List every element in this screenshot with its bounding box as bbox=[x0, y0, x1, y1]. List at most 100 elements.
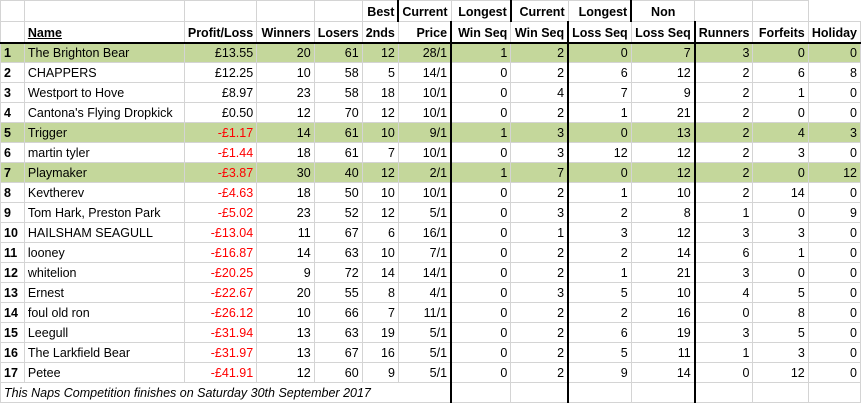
non-runners-cell: 2 bbox=[693, 82, 754, 103]
name-cell: Petee bbox=[23, 362, 185, 383]
longest-loss-seq-cell: 21 bbox=[630, 102, 696, 123]
best-price-cell: 16/1 bbox=[397, 222, 452, 243]
losers-cell: 55 bbox=[313, 282, 363, 303]
current-win-seq-cell: 0 bbox=[450, 82, 512, 103]
current-loss-seq-cell: 2 bbox=[567, 242, 632, 263]
best-price-cell: 10/1 bbox=[397, 142, 452, 163]
longest-loss-seq-cell: 14 bbox=[630, 362, 696, 383]
longest-win-seq-cell: 3 bbox=[510, 282, 569, 303]
name-cell: Cantona's Flying Dropkick bbox=[23, 102, 185, 123]
name-cell: CHAPPERS bbox=[23, 62, 185, 83]
header-non-runners-2: Runners bbox=[693, 21, 754, 44]
winners-cell: 18 bbox=[256, 142, 315, 163]
longest-win-seq-cell: 3 bbox=[510, 142, 569, 163]
forfeits-cell: 0 bbox=[752, 162, 809, 183]
non-runners-cell: 1 bbox=[693, 342, 754, 363]
rank-cell: 10 bbox=[0, 222, 25, 243]
non-runners-cell: 1 bbox=[693, 202, 754, 223]
header-forfeits: Forfeits bbox=[752, 21, 809, 44]
best-price-cell: 10/1 bbox=[397, 102, 452, 123]
seconds-cell: 10 bbox=[361, 122, 399, 143]
table-row: 1 The Brighton Bear £13.55 20 61 12 28/1 1 2 0 7 3 0… bbox=[0, 42, 861, 63]
rank-cell: 4 bbox=[0, 102, 25, 123]
table-row: 14 foul old ron -£26.12 10 66 7 11/1 0 2 2 16 0 8 0 bbox=[0, 302, 861, 323]
forfeits-cell: 6 bbox=[752, 62, 809, 83]
header-profit-loss: Profit/Loss bbox=[183, 21, 258, 44]
holiday-cell: 0 bbox=[807, 362, 861, 383]
holiday-cell: 0 bbox=[807, 142, 861, 163]
holiday-cell: 0 bbox=[807, 262, 861, 283]
current-win-seq-cell: 0 bbox=[450, 362, 512, 383]
longest-win-seq-cell: 2 bbox=[510, 102, 569, 123]
best-price-cell: 5/1 bbox=[397, 362, 452, 383]
table-row: 2 CHAPPERS £12.25 10 58 5 14/1 0 2 6 12 2 6 8 bbox=[0, 62, 861, 83]
current-loss-seq-cell: 0 bbox=[567, 42, 632, 63]
longest-win-seq-cell: 4 bbox=[510, 82, 569, 103]
holiday-cell: 0 bbox=[807, 242, 861, 263]
profit-loss-cell: -£3.87 bbox=[183, 162, 258, 183]
name-cell: The Larkfield Bear bbox=[23, 342, 185, 363]
best-price-cell: 5/1 bbox=[397, 322, 452, 343]
current-loss-seq-cell: 2 bbox=[567, 302, 632, 323]
losers-cell: 61 bbox=[313, 142, 363, 163]
longest-win-seq-cell: 2 bbox=[510, 342, 569, 363]
forfeits-cell: 12 bbox=[752, 362, 809, 383]
current-loss-seq-cell: 7 bbox=[567, 82, 632, 103]
name-cell: The Brighton Bear bbox=[23, 42, 185, 63]
header-best-price-2: Price bbox=[397, 21, 452, 44]
holiday-cell: 3 bbox=[807, 122, 861, 143]
table-row: 5 Trigger -£1.17 14 61 10 9/1 1 3 0 13 2 4 3 bbox=[0, 122, 861, 143]
longest-win-seq-cell: 2 bbox=[510, 62, 569, 83]
current-win-seq-cell: 0 bbox=[450, 262, 512, 283]
profit-loss-cell: -£16.87 bbox=[183, 242, 258, 263]
losers-cell: 67 bbox=[313, 342, 363, 363]
header-cell bbox=[23, 0, 185, 22]
longest-win-seq-cell: 7 bbox=[510, 162, 569, 183]
table-row: 16 The Larkfield Bear -£31.97 13 67 16 5/1 0 2 5 1… bbox=[0, 342, 861, 363]
winners-cell: 30 bbox=[256, 162, 315, 183]
current-win-seq-cell: 0 bbox=[450, 242, 512, 263]
losers-cell: 60 bbox=[313, 362, 363, 383]
seconds-cell: 18 bbox=[361, 82, 399, 103]
holiday-cell: 0 bbox=[807, 302, 861, 323]
longest-loss-seq-cell: 10 bbox=[630, 282, 696, 303]
profit-loss-cell: -£1.17 bbox=[183, 122, 258, 143]
seconds-cell: 8 bbox=[361, 282, 399, 303]
rank-cell: 14 bbox=[0, 302, 25, 323]
best-price-cell: 11/1 bbox=[397, 302, 452, 323]
name-cell: Leegull bbox=[23, 322, 185, 343]
winners-cell: 13 bbox=[256, 322, 315, 343]
winners-cell: 12 bbox=[256, 102, 315, 123]
non-runners-cell: 3 bbox=[693, 222, 754, 243]
holiday-cell: 0 bbox=[807, 282, 861, 303]
holiday-cell: 0 bbox=[807, 322, 861, 343]
current-loss-seq-cell: 5 bbox=[567, 342, 632, 363]
longest-win-seq-cell: 1 bbox=[510, 222, 569, 243]
name-cell: looney bbox=[23, 242, 185, 263]
rank-cell: 9 bbox=[0, 202, 25, 223]
longest-win-seq-cell: 2 bbox=[510, 322, 569, 343]
holiday-cell: 9 bbox=[807, 202, 861, 223]
current-loss-seq-cell: 12 bbox=[567, 142, 632, 163]
header-losers: Losers bbox=[313, 21, 363, 44]
winners-cell: 10 bbox=[256, 302, 315, 323]
current-win-seq-cell: 0 bbox=[450, 342, 512, 363]
winners-cell: 14 bbox=[256, 122, 315, 143]
header-non-runners-1: Non bbox=[630, 0, 696, 22]
header-current-win-seq-1: Current bbox=[397, 0, 452, 22]
current-loss-seq-cell: 1 bbox=[567, 102, 632, 123]
footer-row: This Naps Competition finishes on Saturd… bbox=[0, 382, 861, 403]
non-runners-cell: 0 bbox=[693, 362, 754, 383]
current-loss-seq-cell: 1 bbox=[567, 262, 632, 283]
best-price-cell: 10/1 bbox=[397, 82, 452, 103]
empty-cell bbox=[630, 382, 696, 403]
header-row-top: Best Current Longest Current Longest Non bbox=[0, 0, 861, 22]
name-cell: Tom Hark, Preston Park bbox=[23, 202, 185, 223]
longest-loss-seq-cell: 8 bbox=[630, 202, 696, 223]
non-runners-cell: 2 bbox=[693, 122, 754, 143]
holiday-cell: 0 bbox=[807, 222, 861, 243]
header-current-win-seq-2: Win Seq bbox=[450, 21, 512, 44]
empty-cell bbox=[510, 382, 569, 403]
seconds-cell: 7 bbox=[361, 142, 399, 163]
table-row: 4 Cantona's Flying Dropkick £0.50 12 70 12 10/… bbox=[0, 102, 861, 123]
